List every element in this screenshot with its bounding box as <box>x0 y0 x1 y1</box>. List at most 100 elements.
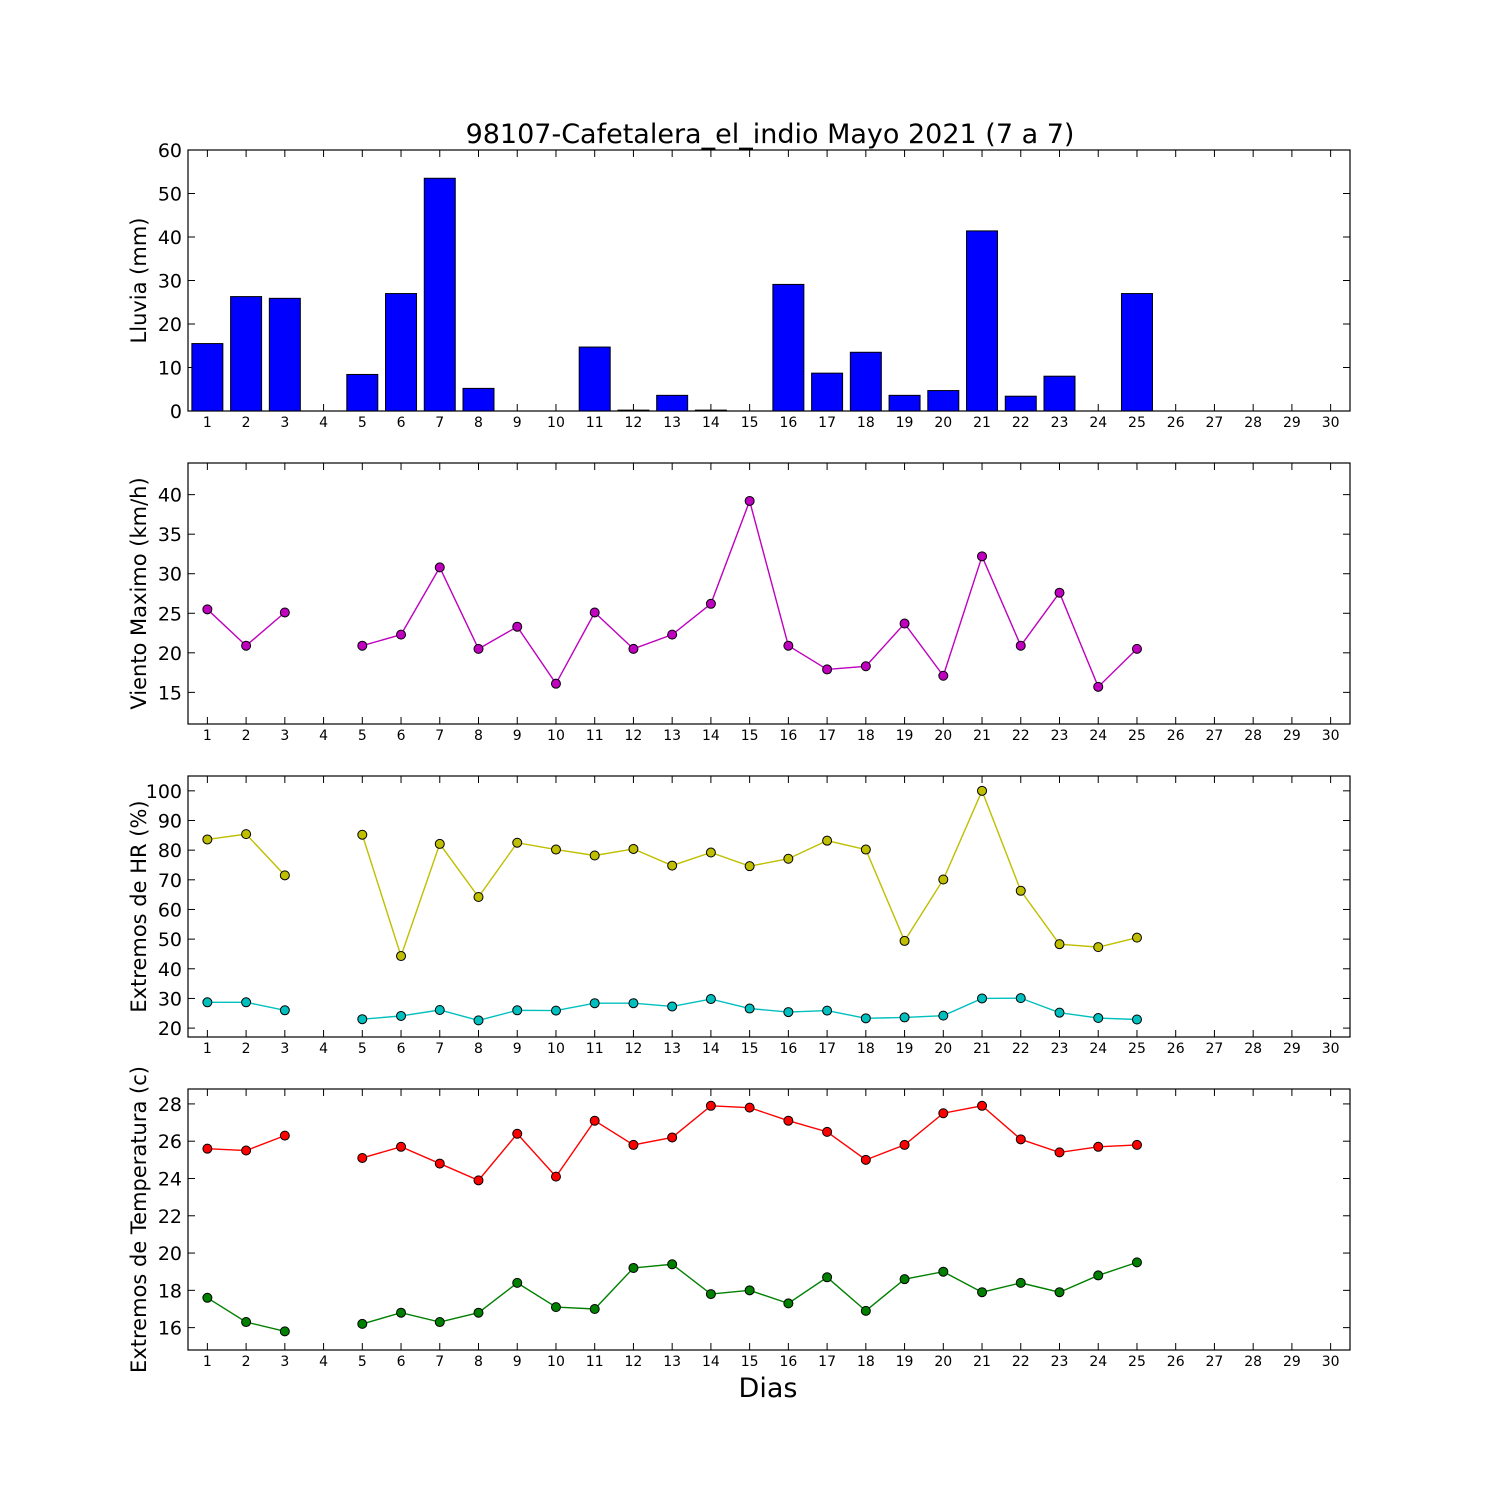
x-tick-label: 26 <box>1167 1041 1185 1057</box>
x-tick-label: 5 <box>358 1041 367 1057</box>
data-point <box>783 853 794 864</box>
y-axis-label: Extremos de HR (%) <box>127 800 151 1012</box>
data-point <box>396 1010 407 1021</box>
bar <box>617 409 650 412</box>
x-tick-label: 20 <box>934 1354 952 1370</box>
x-tick-label: 17 <box>818 1354 836 1370</box>
x-tick-label: 17 <box>818 1041 836 1057</box>
x-tick-label: 27 <box>1206 728 1224 744</box>
x-tick-label: 2 <box>242 728 251 744</box>
x-tick-label: 12 <box>625 1354 643 1370</box>
data-point <box>628 998 639 1009</box>
data-point <box>357 829 368 840</box>
data-point <box>512 621 523 632</box>
x-tick-label: 28 <box>1244 1354 1262 1370</box>
x-tick-label: 13 <box>663 728 681 744</box>
data-point <box>744 1003 755 1014</box>
bar <box>385 293 418 412</box>
x-tick-label: 17 <box>818 728 836 744</box>
x-tick-label: 7 <box>435 728 444 744</box>
data-point <box>512 1005 523 1016</box>
x-tick-label: 22 <box>1012 1354 1030 1370</box>
data-point <box>938 1108 949 1119</box>
x-tick-label: 14 <box>702 1354 720 1370</box>
data-point <box>512 1128 523 1139</box>
data-point <box>822 664 833 675</box>
x-tick-label: 3 <box>280 1041 289 1057</box>
x-tick-label: 23 <box>1051 1354 1069 1370</box>
x-tick-label: 30 <box>1322 415 1340 431</box>
y-tick-label: 50 <box>158 184 182 206</box>
x-tick-label: 6 <box>397 415 406 431</box>
data-point <box>860 1154 871 1165</box>
bar <box>462 387 495 412</box>
data-point <box>279 1130 290 1141</box>
data-point <box>1131 1139 1142 1150</box>
data-point <box>434 1158 445 1169</box>
data-point <box>241 640 252 651</box>
x-tick-label: 13 <box>663 1041 681 1057</box>
data-point <box>628 643 639 654</box>
x-tick-label: 21 <box>973 728 991 744</box>
data-point <box>899 1012 910 1023</box>
y-tick-label: 40 <box>158 959 182 981</box>
y-tick-label: 80 <box>158 840 182 862</box>
data-point <box>1015 640 1026 651</box>
data-point <box>938 874 949 885</box>
data-point <box>1054 1287 1065 1298</box>
data-point <box>628 843 639 854</box>
data-point <box>279 1005 290 1016</box>
data-point <box>822 1272 833 1283</box>
x-tick-label: 25 <box>1128 1354 1146 1370</box>
x-tick-label: 4 <box>319 1041 328 1057</box>
x-tick-label: 10 <box>547 728 565 744</box>
x-tick-label: 14 <box>702 415 720 431</box>
data-point <box>860 661 871 672</box>
data-point <box>899 1139 910 1150</box>
x-tick-label: 6 <box>397 1354 406 1370</box>
x-tick-label: 8 <box>474 728 483 744</box>
x-tick-label: 20 <box>934 415 952 431</box>
data-point <box>241 1145 252 1156</box>
data-point <box>667 629 678 640</box>
x-tick-label: 12 <box>625 1041 643 1057</box>
x-tick-label: 26 <box>1167 1354 1185 1370</box>
x-tick-label: 2 <box>242 1041 251 1057</box>
x-tick-label: 16 <box>779 415 797 431</box>
x-tick-label: 27 <box>1206 415 1224 431</box>
x-tick-label: 18 <box>857 415 875 431</box>
x-tick-label: 13 <box>663 1354 681 1370</box>
data-point <box>783 1298 794 1309</box>
x-tick-label: 5 <box>358 1354 367 1370</box>
data-point <box>202 604 213 615</box>
y-axis-label: Extremos de Temperatura (c) <box>127 1066 151 1373</box>
data-point <box>1054 587 1065 598</box>
x-tick-label: 19 <box>896 415 914 431</box>
data-point <box>744 1285 755 1296</box>
data-point <box>396 951 407 962</box>
bar <box>811 372 844 412</box>
data-point <box>589 1303 600 1314</box>
x-tick-label: 24 <box>1089 1354 1107 1370</box>
data-point <box>977 551 988 562</box>
data-point <box>860 844 871 855</box>
data-point <box>1054 939 1065 950</box>
y-tick-label: 10 <box>158 358 182 380</box>
y-tick-label: 30 <box>158 988 182 1010</box>
series-line <box>206 608 286 647</box>
x-tick-label: 10 <box>547 1041 565 1057</box>
x-tick-label: 9 <box>513 415 522 431</box>
data-point <box>589 1115 600 1126</box>
data-point <box>1054 1007 1065 1018</box>
data-point <box>667 1001 678 1012</box>
data-point <box>1131 932 1142 943</box>
x-tick-label: 15 <box>741 728 759 744</box>
x-tick-label: 24 <box>1089 1041 1107 1057</box>
x-axis-label: Dias <box>739 1373 798 1404</box>
x-tick-label: 19 <box>896 1041 914 1057</box>
x-tick-label: 11 <box>586 1041 604 1057</box>
data-point <box>550 1302 561 1313</box>
